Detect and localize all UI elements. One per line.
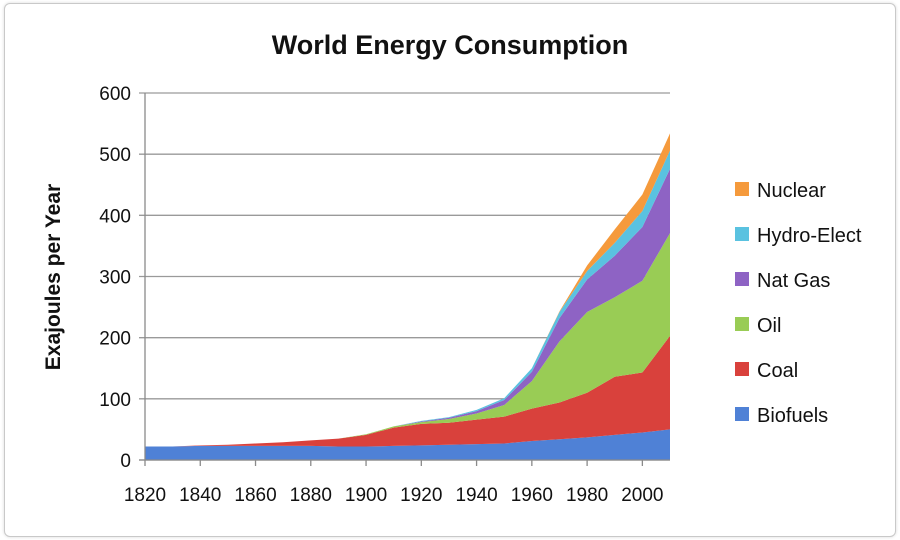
- y-tick-label: 600: [99, 84, 131, 105]
- legend-label: Coal: [757, 360, 798, 382]
- x-tick-label: 1900: [345, 485, 387, 506]
- legend-swatch: [735, 407, 749, 421]
- legend: Nuclear Hydro-Elect Nat Gas Oil Coal Biofuels: [735, 180, 862, 427]
- y-tick-label: 200: [99, 329, 131, 350]
- chart-title: World Energy Consumption: [272, 30, 629, 60]
- legend-label: Biofuels: [757, 405, 828, 427]
- y-tick-label: 300: [99, 268, 131, 289]
- legend-swatch: [735, 317, 749, 331]
- y-tick-label: 500: [99, 145, 131, 166]
- legend-swatch: [735, 182, 749, 196]
- area-series-biofuels: [145, 429, 670, 460]
- legend-label: Nat Gas: [757, 270, 830, 292]
- x-tick-label: 1940: [455, 485, 497, 506]
- y-tick-label: 400: [99, 206, 131, 227]
- legend-label: Hydro-Elect: [757, 225, 862, 247]
- area-series-coal: [145, 335, 670, 447]
- legend-swatch: [735, 272, 749, 286]
- x-tick-label: 1860: [234, 485, 276, 506]
- x-tick-label: 1980: [566, 485, 608, 506]
- axes: 0 100 200 300 400 500 600 1820 1840 1860 1880 1900 1…: [99, 84, 670, 506]
- legend-label: Oil: [757, 315, 781, 337]
- legend-swatch: [735, 362, 749, 376]
- area-series-oil: [145, 233, 670, 447]
- x-tick-label: 1920: [400, 485, 442, 506]
- y-tick-label: 100: [99, 390, 131, 411]
- x-tick-label: 1960: [511, 485, 553, 506]
- y-tick-label: 0: [120, 451, 131, 472]
- x-tick-label: 1880: [290, 485, 332, 506]
- legend-label: Nuclear: [757, 180, 826, 202]
- x-tick-label: 1820: [124, 485, 166, 506]
- y-axis-label: Exajoules per Year: [42, 184, 65, 370]
- x-tick-label: 1840: [179, 485, 221, 506]
- legend-swatch: [735, 227, 749, 241]
- x-tick-label: 2000: [621, 485, 663, 506]
- stacked-areas: [145, 133, 670, 460]
